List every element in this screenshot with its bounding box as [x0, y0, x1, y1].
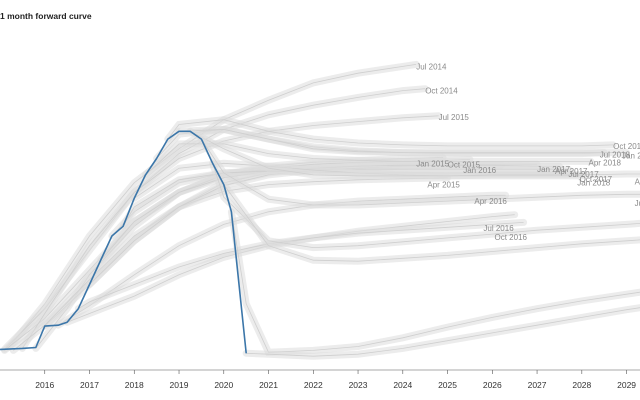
curve-label: Jan 2018	[577, 179, 610, 188]
x-tick-label: 2027	[528, 380, 547, 390]
x-tick-label: 2028	[572, 380, 591, 390]
curve-label: Jul 2017	[568, 170, 599, 179]
curve-label: Oct 2018	[613, 142, 640, 151]
forward-curve-line	[246, 307, 640, 357]
x-tick-label: 2029	[617, 380, 636, 390]
forward-curve-line	[190, 130, 640, 177]
forward-curve-line	[167, 119, 614, 147]
curve-label: Oct 2015	[448, 160, 481, 169]
forward-curve-band	[54, 191, 510, 329]
curve-label: Apr 2015	[427, 181, 460, 190]
x-tick-label: 2022	[304, 380, 323, 390]
x-tick-label: 2025	[438, 380, 457, 390]
forward-curve-line	[57, 194, 506, 326]
forward-curve-band	[227, 208, 640, 356]
curve-label: Jul 2019	[635, 199, 640, 208]
forward-curve-line	[201, 138, 640, 206]
series-line	[0, 130, 247, 354]
forward-curves-layer	[1, 60, 640, 360]
chart-title: 1 month forward curve	[0, 11, 92, 21]
curve-label: Apr 2017	[555, 167, 588, 176]
x-tick-label: 2024	[393, 380, 412, 390]
series-layer	[0, 130, 247, 354]
curve-label: Jan 2016	[463, 166, 496, 175]
curve-label: Jan 2019	[622, 152, 640, 161]
x-tick-label: 2021	[259, 380, 278, 390]
curve-label: Oct 2017	[580, 175, 613, 184]
curve-label: Jul 2018	[600, 151, 631, 160]
forward-curve-line	[231, 211, 640, 353]
x-tick-label: 2016	[35, 380, 54, 390]
curve-label: Oct 2016	[495, 233, 528, 242]
curve-label: Jul 2016	[483, 224, 514, 233]
x-axis: 2016 2017 2018 2019 2020 2021 2022 2023 2024 2025…	[0, 369, 640, 390]
x-tick-label: 2018	[125, 380, 144, 390]
curve-label: Jul 2014	[416, 62, 447, 71]
curve-label: Jan 2017	[537, 165, 570, 174]
x-tick-label: 2023	[349, 380, 368, 390]
curve-label: Jul 2015	[439, 113, 470, 122]
x-tick-label: 2026	[483, 380, 502, 390]
forward-curve-line	[178, 128, 627, 153]
x-tick-label: 2020	[214, 380, 233, 390]
forward-curve-line	[223, 184, 640, 262]
curve-label: Apr 2019	[635, 178, 640, 187]
curve-label: Apr 2018	[589, 158, 622, 167]
curve-labels-layer: Jul 2014 Oct 2014 Jul 2015 Oct 2018Jul 2018…	[416, 62, 640, 242]
curve-label: Jan 2015	[416, 159, 449, 168]
curve-label: Apr 2016	[474, 197, 507, 206]
x-tick-label: 2019	[170, 380, 189, 390]
curve-label: Oct 2014	[425, 87, 458, 96]
x-tick-label: 2017	[80, 380, 99, 390]
